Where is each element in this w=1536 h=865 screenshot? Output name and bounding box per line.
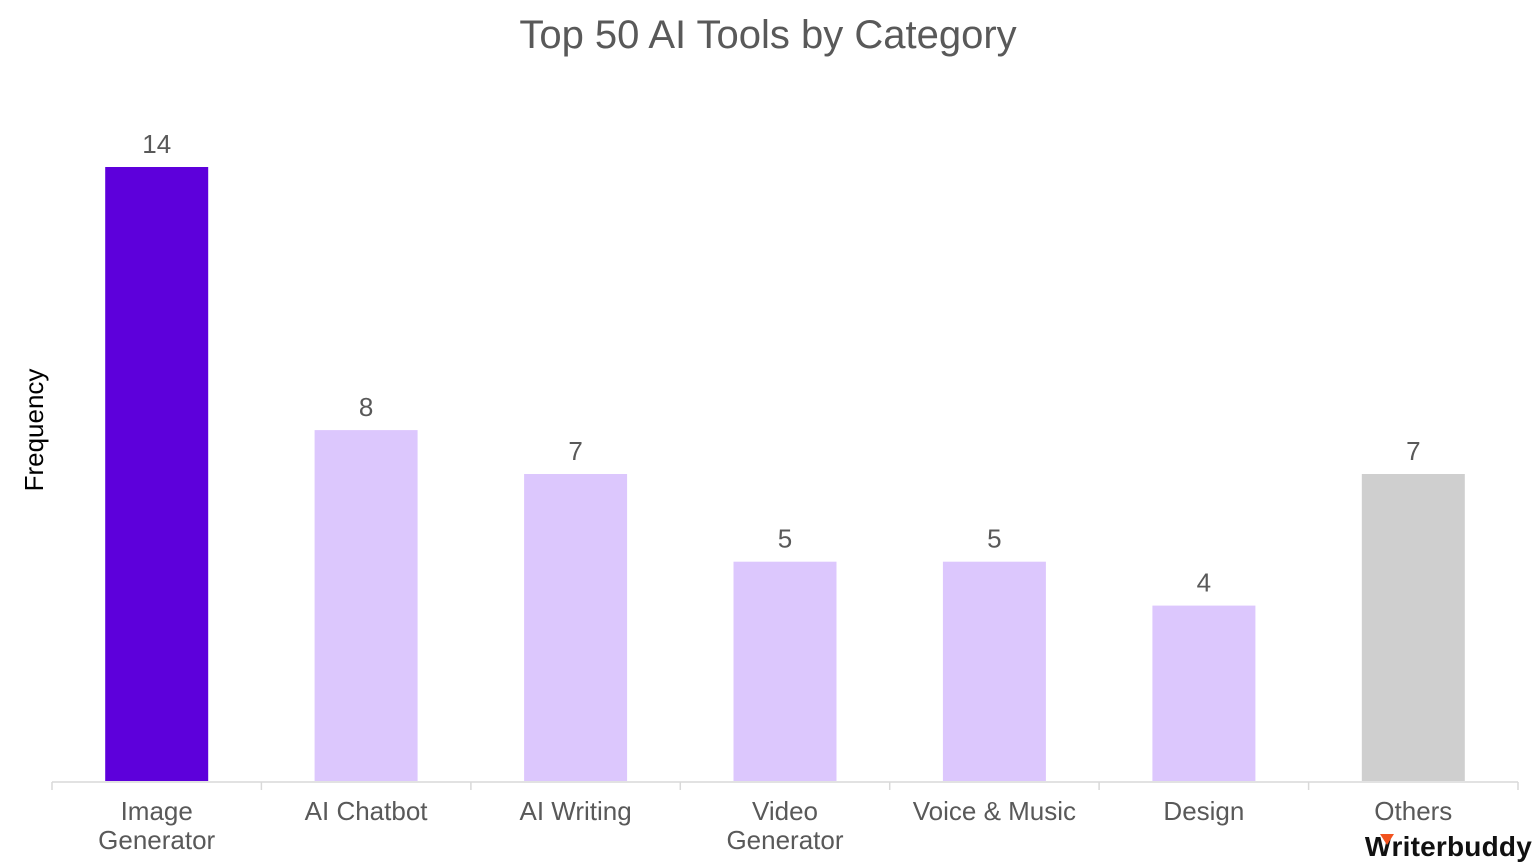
data-label: 7 [1406,436,1420,466]
bar [1361,474,1465,781]
x-axis [51,781,1519,790]
data-label: 7 [568,436,582,466]
x-tick-label: AI Chatbot [305,796,429,826]
bar [105,167,209,781]
bar [524,474,628,781]
logo-wordmark: riterbuddy [1391,831,1532,862]
logo-letter-w: W [1364,831,1394,862]
bars-group [105,167,1465,781]
x-tick-label: Video Generator [726,796,843,855]
x-tick-label: Others [1374,796,1452,826]
bar [942,561,1046,781]
x-tick-label: AI Writing [519,796,631,826]
bar [314,430,418,781]
chart-title: Top 50 AI Tools by Category [519,13,1016,57]
y-axis-label: Frequency [19,369,49,492]
x-tick-label: Image Generator [98,796,215,855]
data-label: 5 [778,524,792,554]
bar [733,561,837,781]
data-label: 8 [359,392,373,422]
logo-accent-icon [1379,834,1394,845]
data-label: 14 [142,129,171,159]
data-labels-group: 14 8 7 5 5 4 7 [142,129,1420,598]
x-tick-label: Design [1163,796,1244,826]
data-label: 4 [1197,568,1211,598]
bar [1152,605,1256,781]
x-tick-label: Voice & Music [913,796,1076,826]
data-label: 5 [987,524,1001,554]
writerbuddy-logo: W riterbuddy [1365,831,1532,863]
x-tick-labels-group: Image Generator AI Chatbot AI Writing Video G… [98,796,1452,855]
